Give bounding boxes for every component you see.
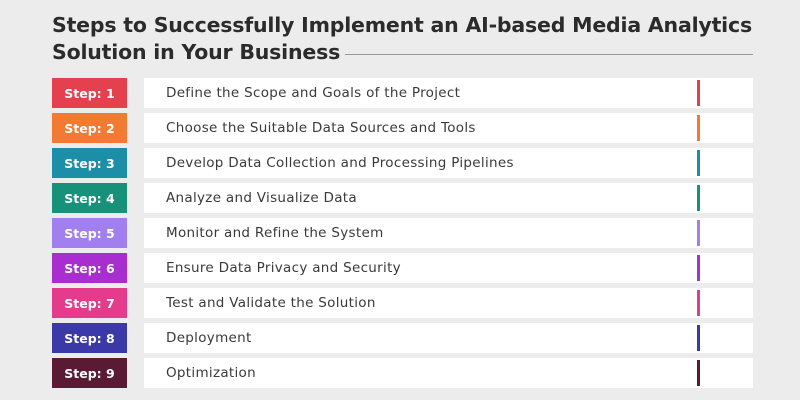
step-row-6: Step: 6 Ensure Data Privacy and Security (52, 253, 754, 283)
step-row-7: Step: 7 Test and Validate the Solution (52, 288, 754, 318)
step-bar-6: Ensure Data Privacy and Security (144, 253, 753, 283)
step-badge-4: Step: 4 (52, 183, 127, 213)
step-bar-8: Deployment (144, 323, 753, 353)
step-bar-5: Monitor and Refine the System (144, 218, 753, 248)
step-bar-3: Develop Data Collection and Processing P… (144, 148, 753, 178)
step-row-3: Step: 3 Develop Data Collection and Proc… (52, 148, 754, 178)
step-row-2: Step: 2 Choose the Suitable Data Sources… (52, 113, 754, 143)
step-badge-6: Step: 6 (52, 253, 127, 283)
page-title: Steps to Successfully Implement an AI-ba… (52, 12, 772, 66)
step-bar-9: Optimization (144, 358, 753, 388)
step-badge-7: Step: 7 (52, 288, 127, 318)
step-text-5: Monitor and Refine the System (166, 225, 384, 241)
step-accent-mark-2 (697, 115, 700, 141)
step-bar-1: Define the Scope and Goals of the Projec… (144, 78, 753, 108)
title-divider (345, 54, 753, 55)
step-text-2: Choose the Suitable Data Sources and Too… (166, 120, 476, 136)
step-accent-mark-4 (697, 185, 700, 211)
step-text-1: Define the Scope and Goals of the Projec… (166, 85, 461, 101)
step-badge-9: Step: 9 (52, 358, 127, 388)
step-bar-7: Test and Validate the Solution (144, 288, 753, 318)
step-accent-mark-5 (697, 220, 700, 246)
step-bar-4: Analyze and Visualize Data (144, 183, 753, 213)
step-text-7: Test and Validate the Solution (166, 295, 376, 311)
step-text-3: Develop Data Collection and Processing P… (166, 155, 514, 171)
step-text-8: Deployment (166, 330, 252, 346)
step-badge-2: Step: 2 (52, 113, 127, 143)
step-badge-3: Step: 3 (52, 148, 127, 178)
step-bar-2: Choose the Suitable Data Sources and Too… (144, 113, 753, 143)
step-row-4: Step: 4 Analyze and Visualize Data (52, 183, 754, 213)
step-accent-mark-9 (697, 360, 700, 386)
title-line-2: Solution in Your Business (52, 40, 341, 64)
step-badge-5: Step: 5 (52, 218, 127, 248)
step-text-6: Ensure Data Privacy and Security (166, 260, 401, 276)
step-accent-mark-6 (697, 255, 700, 281)
title-line-1: Steps to Successfully Implement an AI-ba… (52, 13, 752, 37)
step-row-9: Step: 9 Optimization (52, 358, 754, 388)
step-text-9: Optimization (166, 365, 256, 381)
step-accent-mark-3 (697, 150, 700, 176)
step-accent-mark-7 (697, 290, 700, 316)
step-badge-1: Step: 1 (52, 78, 127, 108)
step-text-4: Analyze and Visualize Data (166, 190, 357, 206)
step-row-1: Step: 1 Define the Scope and Goals of th… (52, 78, 754, 108)
step-badge-8: Step: 8 (52, 323, 127, 353)
step-row-8: Step: 8 Deployment (52, 323, 754, 353)
step-row-5: Step: 5 Monitor and Refine the System (52, 218, 754, 248)
step-accent-mark-8 (697, 325, 700, 351)
step-accent-mark-1 (697, 80, 700, 106)
